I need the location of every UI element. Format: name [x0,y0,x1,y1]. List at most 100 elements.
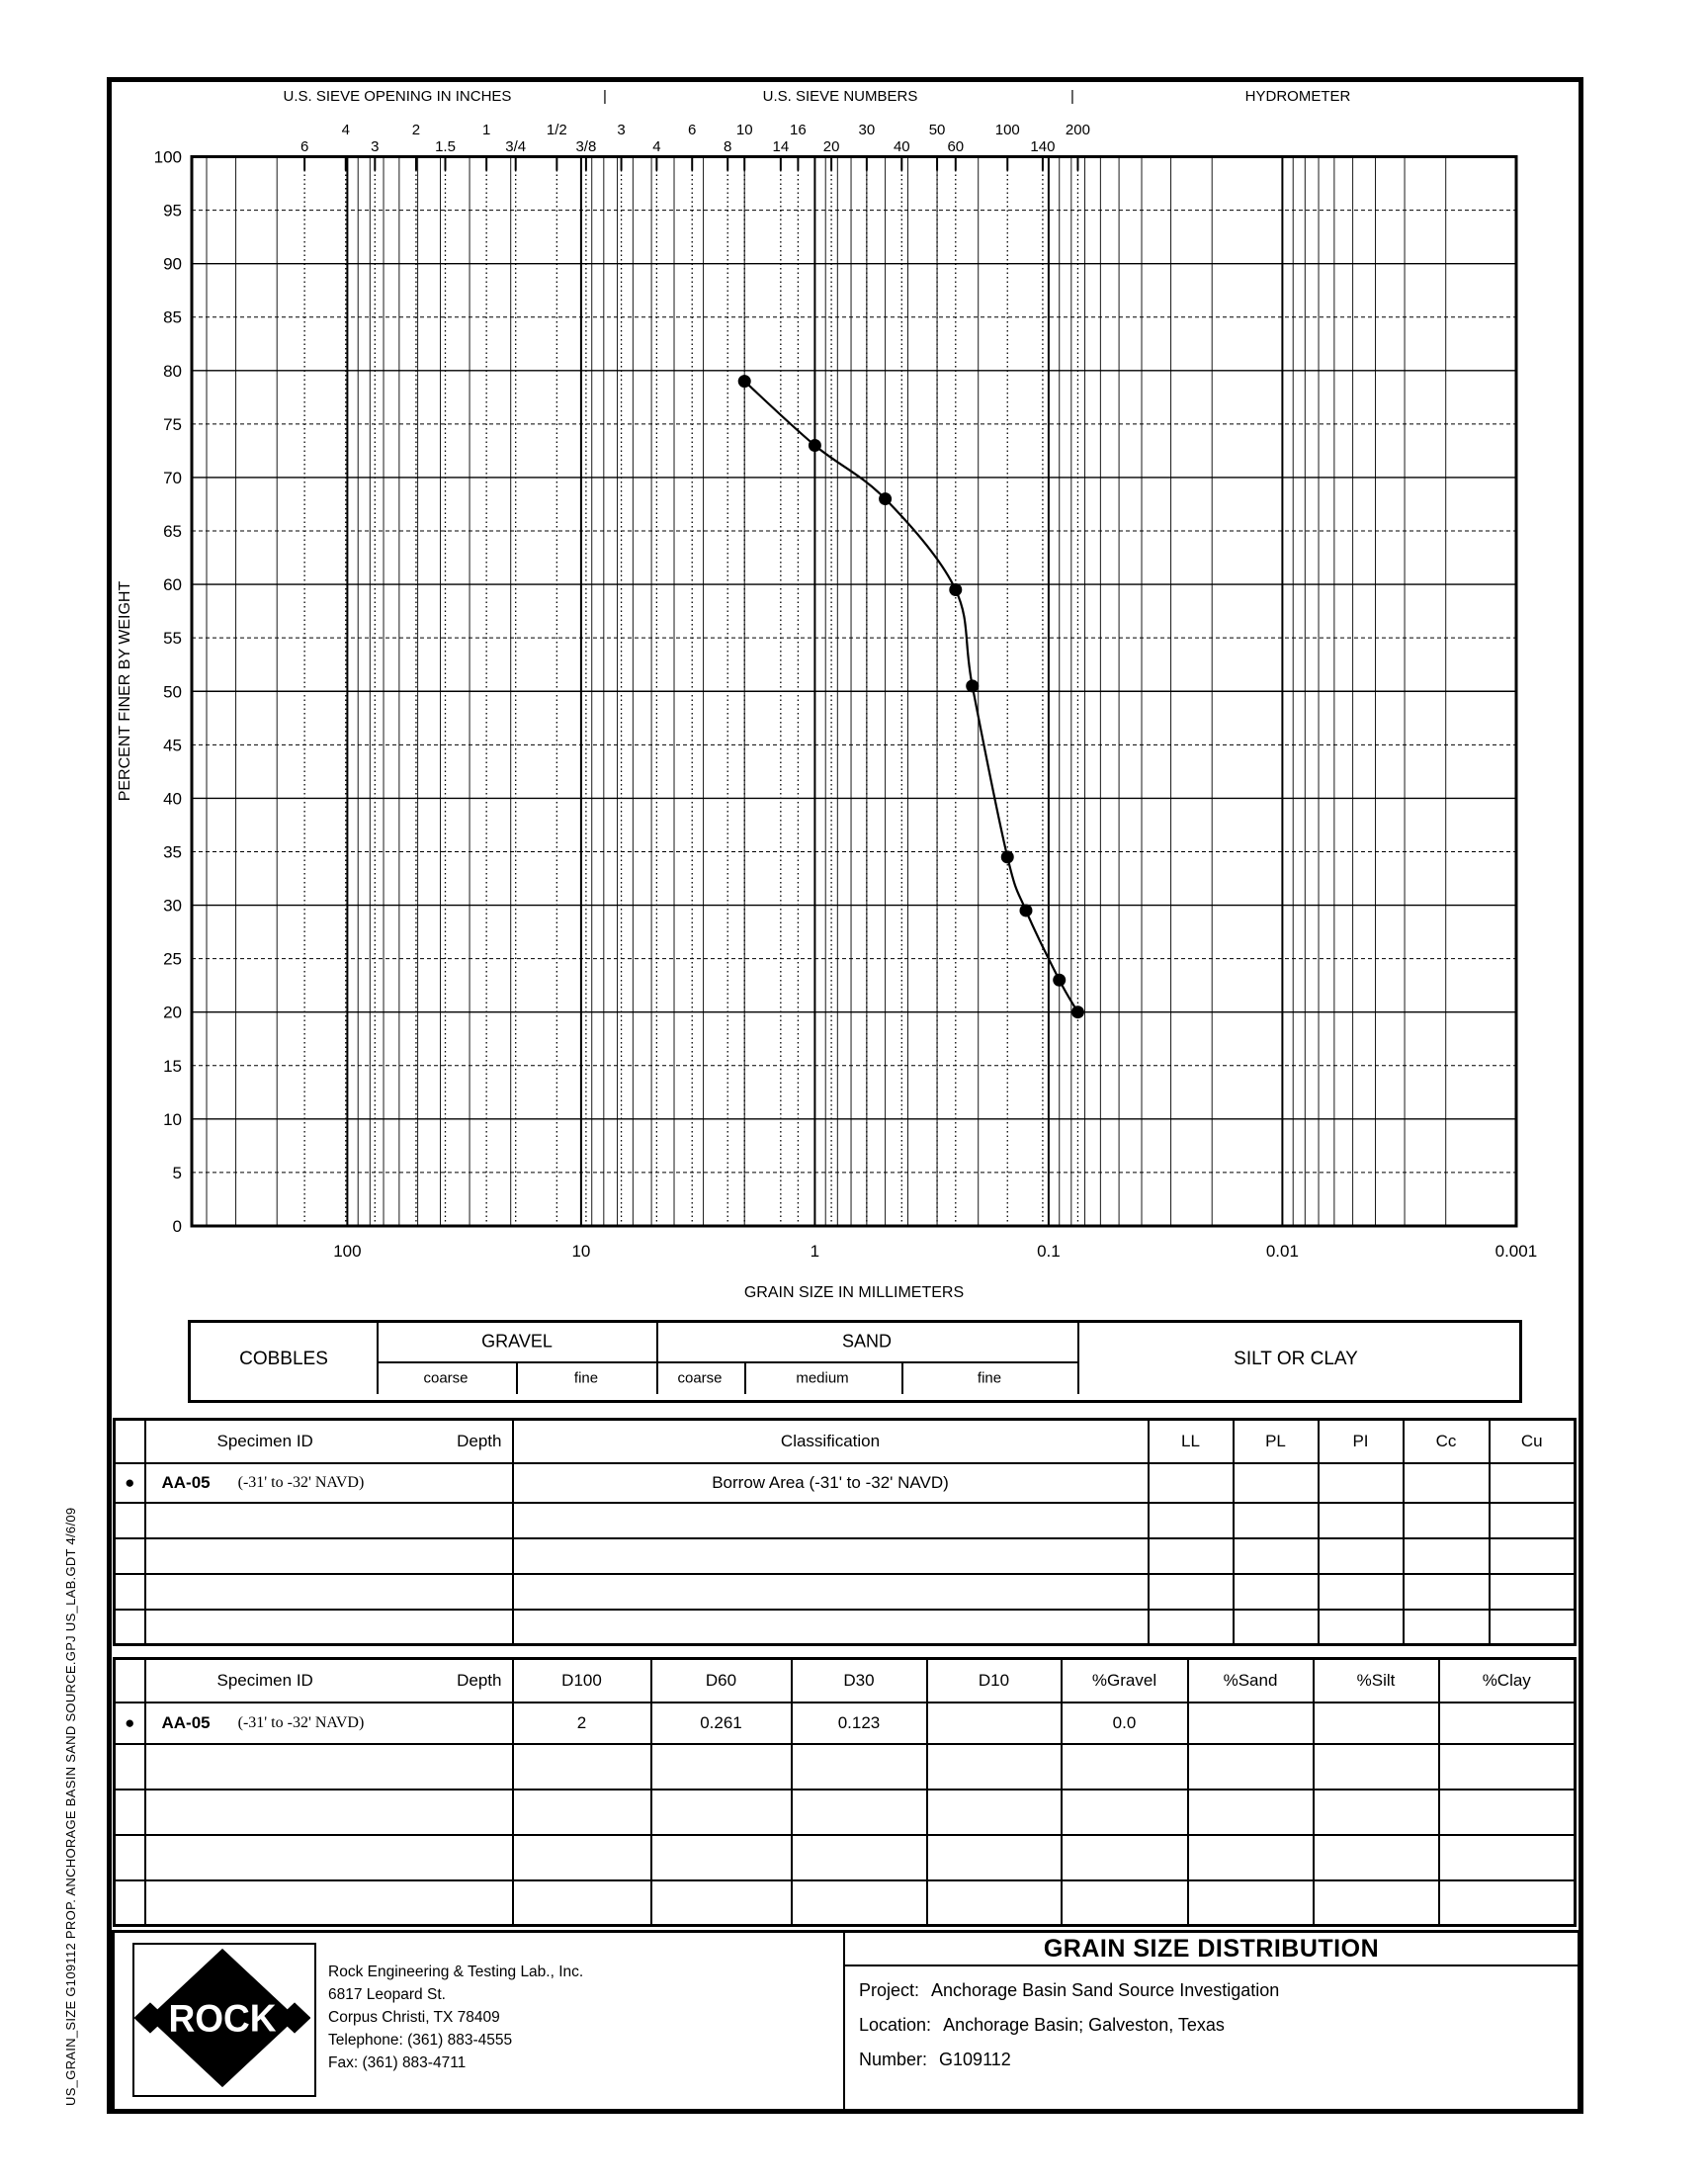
sieve-label: 1.5 [435,138,456,155]
sieve-label: 2 [412,122,420,138]
x-axis-title: GRAIN SIZE IN MILLIMETERS [744,1284,964,1301]
ll-header: LL [1147,1418,1235,1464]
depth-value: (-31' to -32' NAVD) [237,1713,365,1731]
marker-col-header [113,1418,146,1464]
sieve-label: 14 [772,138,789,155]
sieve-label: 16 [790,122,807,138]
y-tick-label: 55 [163,629,182,648]
silt-header: %Silt [1312,1657,1440,1703]
pi-header: PI [1317,1418,1405,1464]
x-tick-label: 10 [571,1242,590,1261]
y-tick-label: 20 [163,1004,182,1022]
band-sand-label: SAND [841,1331,893,1352]
specimen-id-header: Specimen ID [216,1431,313,1450]
gradation-table: Specimen ID Depth D100 D60 D30 D10 %Grav… [113,1657,1577,1927]
band-sand-coarse-label: coarse [677,1369,723,1387]
d10-header: D10 [925,1657,1063,1703]
d100-header: D100 [511,1657,652,1703]
y-tick-label: 35 [163,842,182,861]
logo-text: ROCK [168,1998,276,2041]
marker-col-header [113,1657,146,1703]
series-marker: ● [113,1701,146,1745]
x-tick-label: 0.1 [1037,1242,1061,1261]
y-tick-label: 95 [163,202,182,220]
sieve-label: 200 [1066,122,1090,138]
number-label: Number: [859,2050,928,2069]
ll-value [1147,1461,1235,1504]
y-tick-label: 60 [163,575,182,594]
y-tick-label: 15 [163,1057,182,1076]
band-divider [656,1323,658,1394]
specimen-id-value: AA-05 [161,1472,211,1492]
cc-header: Cc [1402,1418,1491,1464]
gravel-value: 0.0 [1060,1701,1189,1745]
gradation-band: COBBLES GRAVEL coarse fine SAND coarse m… [188,1320,1522,1403]
x-tick-label: 0.01 [1266,1242,1299,1261]
cu-value [1488,1461,1577,1504]
depth-value: (-31' to -32' NAVD) [237,1473,365,1491]
sieve-label: 3/4 [505,138,526,155]
section-title-sieve-inches: U.S. SIEVE OPENING IN INCHES [283,88,512,105]
sieve-label: 4 [342,122,350,138]
d60-value: 0.261 [649,1701,793,1745]
grain-size-chart: 64321.513/41/23/834681014162030405060100… [117,122,1538,1301]
band-subdivider [516,1361,518,1394]
series-marker: ● [113,1461,146,1504]
report-title: GRAIN SIZE DISTRIBUTION [845,1933,1578,1966]
data-point [737,375,751,389]
sieve-label: 1 [482,122,490,138]
empty-row [113,1501,1577,1539]
empty-row [113,1742,1577,1790]
rock-logo-graphic: ROCK [133,1948,311,2088]
location-value: Anchorage Basin; Galveston, Texas [943,2015,1225,2035]
y-tick-label: 5 [173,1164,182,1182]
d10-value [925,1701,1063,1745]
table-header-row: Specimen ID Depth D100 D60 D30 D10 %Grav… [113,1657,1577,1703]
pi-value [1317,1461,1405,1504]
y-tick-label: 65 [163,522,182,541]
d100-value: 2 [511,1701,652,1745]
data-point [1019,904,1033,917]
empty-row [113,1788,1577,1836]
band-cobbles-label: COBBLES [239,1349,328,1369]
band-sand-fine-label: fine [977,1369,1002,1387]
gradation-curve [743,380,1079,1013]
y-tick-label: 40 [163,789,182,808]
table-row: ● AA-05 (-31' to -32' NAVD) Borrow Area … [113,1461,1577,1504]
y-tick-label: 85 [163,308,182,327]
classification-table: Specimen ID Depth Classification LL PL P… [113,1418,1577,1646]
y-tick-label: 25 [163,950,182,969]
pl-header: PL [1232,1418,1320,1464]
empty-row [113,1878,1577,1927]
title-block: ROCK Rock Engineering & Testing Lab., In… [112,1930,1580,2114]
cc-value [1402,1461,1491,1504]
y-tick-label: 10 [163,1110,182,1129]
x-tick-label: 1 [811,1242,819,1261]
data-point [1000,850,1014,864]
data-point [966,679,980,693]
table-row: ● AA-05 (-31' to -32' NAVD) 2 0.261 0.12… [113,1701,1577,1745]
sieve-label: 20 [823,138,840,155]
company-line: Rock Engineering & Testing Lab., Inc. [328,1964,584,1980]
company-line: Corpus Christi, TX 78409 [328,2009,500,2026]
x-tick-label: 100 [333,1242,361,1261]
band-silt-clay-label: SILT OR CLAY [1234,1349,1358,1369]
table-header-row: Specimen ID Depth Classification LL PL P… [113,1418,1577,1464]
band-subdivider [744,1361,746,1394]
band-sand-medium-label: medium [796,1369,849,1387]
empty-row [113,1833,1577,1881]
y-tick-label: 70 [163,469,182,487]
y-tick-label: 90 [163,255,182,274]
sieve-label: 4 [652,138,660,155]
classification-header: Classification [511,1418,1150,1464]
section-title-sieve-numbers: U.S. SIEVE NUMBERS [762,88,918,105]
d30-header: D30 [790,1657,928,1703]
y-tick-label: 100 [154,148,182,167]
sidebar-filename-text: US_GRAIN_SIZE G109112 PROP. ANCHORAGE BA… [63,1507,78,2106]
sieve-label: 100 [995,122,1020,138]
band-divider [377,1361,1077,1363]
band-gravel-coarse-label: coarse [423,1369,469,1387]
company-address: Rock Engineering & Testing Lab., Inc. 68… [328,1961,583,2074]
x-tick-label: 0.001 [1495,1242,1538,1261]
